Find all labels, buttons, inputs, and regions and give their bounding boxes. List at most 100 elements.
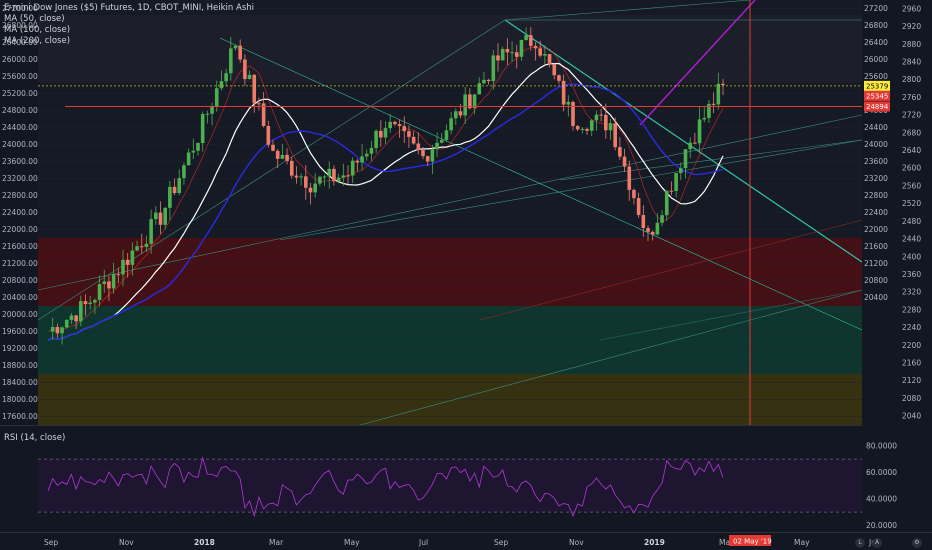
legend-ma200[interactable]: MA (200, close): [4, 36, 71, 46]
candle-body: [407, 131, 411, 137]
candle-body: [168, 186, 172, 208]
candle-body: [580, 128, 585, 130]
candle-body: [60, 327, 64, 334]
candle-body: [79, 301, 83, 322]
candle-body: [514, 52, 519, 57]
candle-body: [214, 88, 219, 107]
candle-body: [383, 128, 388, 138]
candle-body: [50, 327, 55, 332]
candle-body: [397, 124, 402, 127]
candle-body: [233, 45, 238, 49]
trend-line: [37, 19, 506, 321]
candle-body: [261, 103, 266, 126]
candle-body: [557, 75, 561, 81]
right-tick-label: 22800: [864, 191, 888, 200]
candle-body: [294, 175, 299, 178]
candle-body: [608, 123, 613, 131]
right-tick-label: 26000: [864, 55, 888, 64]
candle-body: [505, 48, 510, 53]
right-tick-label: 26400: [864, 38, 888, 47]
legend-ma100[interactable]: MA (100, close): [4, 25, 71, 35]
legend-ma50[interactable]: MA (50, close): [4, 14, 65, 24]
candle-body: [435, 142, 439, 150]
candle-body: [200, 113, 205, 144]
auto-scale-button[interactable]: A: [872, 538, 882, 548]
left-tick-label: 22000.00: [2, 225, 38, 234]
right2-tick-label: 2520: [902, 199, 921, 208]
rsi-line: [47, 456, 724, 518]
left-tick-label: 22400.00: [2, 208, 38, 217]
candle-body: [411, 136, 416, 144]
right2-tick-label: 2400: [902, 252, 921, 261]
candle-body: [346, 175, 350, 177]
candle-body: [102, 281, 107, 285]
candle-body: [360, 156, 364, 163]
left-tick-label: 20000.00: [2, 310, 38, 319]
candle-body: [266, 125, 271, 145]
rsi-band: [38, 459, 862, 513]
left-tick-label: 18400.00: [2, 378, 38, 387]
candle-body: [191, 150, 196, 153]
left-tick-label: 25600.00: [2, 72, 38, 81]
rsi-tick-label: 40.0000: [866, 494, 897, 503]
x-tick-label: May: [794, 538, 810, 547]
candle-body: [650, 231, 655, 235]
right2-tick-label: 2760: [902, 93, 921, 102]
candle-body: [458, 111, 463, 116]
right-tick-label: 20400: [864, 293, 888, 302]
candle-body: [107, 281, 111, 289]
candle-body: [97, 284, 102, 300]
candle-body: [524, 35, 528, 40]
left-tick-label: 21200.00: [2, 259, 38, 268]
candle-body: [186, 152, 191, 166]
candle-body: [379, 130, 383, 138]
ma100-line: [47, 62, 724, 341]
left-tick-label: 19200.00: [2, 344, 38, 353]
right2-tick-label: 2120: [902, 376, 921, 385]
zone-top: [38, 14, 862, 83]
candle-body: [566, 101, 571, 105]
candle-body: [425, 156, 430, 162]
candle-body: [533, 45, 538, 49]
rsi-label[interactable]: RSI (14, close): [4, 433, 66, 443]
candle-body: [374, 130, 378, 148]
candle-body: [688, 142, 692, 150]
candle-body: [697, 119, 702, 144]
right-tick-label: 21200: [864, 259, 888, 268]
left-tick-label: 27200.00: [2, 4, 38, 13]
projection-line: [639, 0, 756, 126]
candle-body: [693, 142, 697, 144]
candle-body: [449, 118, 453, 131]
candle-body: [369, 147, 374, 154]
trend-line: [37, 114, 863, 291]
candle-body: [139, 246, 144, 248]
right2-tick-label: 2680: [902, 128, 921, 137]
trend-line: [479, 219, 863, 321]
candle-body: [144, 243, 149, 248]
settings-gear-icon[interactable]: ⚙: [912, 538, 922, 548]
candle-body: [679, 168, 683, 174]
candle-body: [482, 79, 486, 84]
right-tick-label: 23200: [864, 174, 888, 183]
x-tick-label: Mar: [719, 538, 734, 547]
candle-body: [561, 80, 566, 105]
trend-line: [559, 139, 863, 181]
candle-body: [444, 130, 449, 140]
candle-body: [538, 48, 542, 56]
log-scale-button[interactable]: L: [855, 538, 865, 548]
candle-body: [257, 103, 261, 105]
chart-title: E-mini Dow Jones ($5) Futures, 1D, CBOT_…: [4, 3, 254, 13]
candle-body: [74, 315, 78, 322]
right2-tick-label: 2560: [902, 181, 921, 190]
right-tick-label: 24400: [864, 123, 888, 132]
candle-body: [154, 212, 158, 220]
candle-body: [636, 198, 641, 216]
x-tick-label: Nov: [119, 538, 134, 547]
right-tick-label: 26800: [864, 21, 888, 30]
candle-body: [172, 186, 177, 194]
price-badge: [864, 101, 890, 112]
left-tick-label: 22800.00: [2, 191, 38, 200]
candle-body: [575, 126, 580, 130]
candle-body: [622, 156, 627, 167]
